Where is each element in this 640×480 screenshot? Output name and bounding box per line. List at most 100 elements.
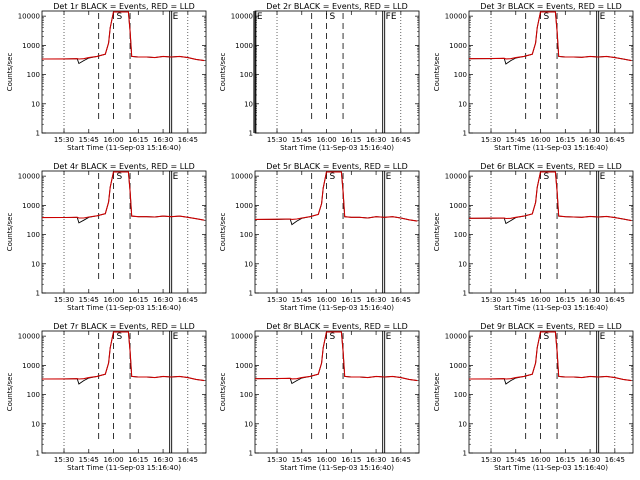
x-tick-label: 16:45	[605, 456, 625, 464]
marker-label: E	[173, 332, 179, 342]
marker-label: FE	[386, 12, 397, 22]
panel-plot: Det 4r BLACK = Events, RED = LLD 1 10 100 10…	[6, 162, 207, 312]
panel-title: Det 5r BLACK = Events, RED = LLD	[266, 162, 408, 171]
plot-frame	[41, 10, 207, 134]
plot-frame	[41, 170, 207, 294]
y-axis-label: Counts/sec	[433, 213, 441, 252]
x-tick-label: 15:45	[292, 136, 312, 144]
y-tick-label: 10	[244, 100, 253, 108]
y-axis-label: Counts/sec	[433, 373, 441, 412]
x-tick-label: 16:45	[605, 296, 625, 304]
x-axis-label: Start Time (11-Sep-03 15:16:40)	[494, 464, 608, 472]
x-tick-label: 16:45	[391, 136, 411, 144]
y-axis-label: Counts/sec	[219, 373, 227, 412]
x-tick-label: 15:30	[267, 136, 287, 144]
y-tick-label: 1	[463, 290, 467, 298]
panel-plot: Det 1r BLACK = Events, RED = LLD 1 10 100 10…	[6, 2, 207, 152]
x-tick-label: 16:15	[341, 296, 361, 304]
y-tick-label: 100	[27, 391, 40, 399]
y-tick-label: 100	[240, 391, 253, 399]
y-tick-label: 1	[36, 130, 40, 138]
x-tick-label: 16:45	[178, 296, 198, 304]
y-tick-label: 10000	[445, 13, 467, 21]
x-tick-label: 16:30	[153, 456, 173, 464]
marker-label: S	[544, 172, 550, 182]
lld-series-line	[42, 11, 205, 62]
panel-plot: Det 7r BLACK = Events, RED = LLD 1 10 100 10…	[6, 322, 207, 472]
plot-frame	[254, 330, 420, 454]
marker-label: E	[257, 12, 263, 22]
y-axis-label: Counts/sec	[6, 213, 14, 252]
y-tick-label: 1	[249, 290, 253, 298]
y-axis-label: Counts/sec	[219, 53, 227, 92]
x-tick-label: 16:00	[530, 296, 550, 304]
marker-label: E	[386, 172, 392, 182]
y-tick-label: 10	[244, 260, 253, 268]
x-tick-label: 16:45	[178, 456, 198, 464]
panel-title: Det 1r BLACK = Events, RED = LLD	[53, 2, 195, 11]
x-tick-label: 15:45	[506, 456, 526, 464]
y-tick-label: 1	[36, 450, 40, 458]
x-tick-label: 16:15	[341, 456, 361, 464]
y-tick-label: 100	[454, 231, 467, 239]
x-tick-label: 16:45	[391, 296, 411, 304]
x-axis-label: Start Time (11-Sep-03 15:16:40)	[67, 464, 181, 472]
y-tick-label: 100	[27, 231, 40, 239]
x-tick-label: 15:30	[267, 456, 287, 464]
x-tick-label: 15:45	[79, 136, 99, 144]
plot-frame	[41, 330, 207, 454]
x-axis-label: Start Time (11-Sep-03 15:16:40)	[494, 144, 608, 152]
detector-panel: Det 2r BLACK = Events, RED = LLD 1 10 100 10…	[213, 0, 426, 160]
x-tick-label: 16:00	[316, 136, 336, 144]
x-axis-label: Start Time (11-Sep-03 15:16:40)	[280, 304, 394, 312]
y-axis-label: Counts/sec	[6, 373, 14, 412]
y-tick-label: 1000	[449, 362, 467, 370]
marker-label: S	[117, 172, 123, 182]
y-axis-label: Counts/sec	[219, 213, 227, 252]
x-tick-label: 16:30	[580, 296, 600, 304]
x-tick-label: 16:30	[153, 136, 173, 144]
lld-series-line	[469, 331, 632, 382]
x-axis-label: Start Time (11-Sep-03 15:16:40)	[67, 304, 181, 312]
marker-label: S	[330, 172, 336, 182]
x-tick-label: 15:30	[54, 296, 74, 304]
y-tick-label: 100	[27, 71, 40, 79]
x-axis-label: Start Time (11-Sep-03 15:16:40)	[67, 144, 181, 152]
marker-label: E	[173, 172, 179, 182]
y-tick-label: 10000	[18, 173, 40, 181]
detector-panel: Det 3r BLACK = Events, RED = LLD 1 10 100 10…	[427, 0, 640, 160]
panel-title: Det 3r BLACK = Events, RED = LLD	[480, 2, 622, 11]
y-tick-label: 10	[458, 420, 467, 428]
x-tick-label: 16:15	[128, 136, 148, 144]
plot-frame	[468, 330, 634, 454]
x-tick-label: 16:30	[366, 456, 386, 464]
x-tick-label: 15:30	[481, 136, 501, 144]
detector-panel: Det 6r BLACK = Events, RED = LLD 1 10 100 10…	[427, 160, 640, 320]
y-tick-label: 1	[249, 130, 253, 138]
y-tick-label: 1	[249, 450, 253, 458]
x-tick-label: 16:30	[366, 296, 386, 304]
y-tick-label: 10000	[18, 333, 40, 341]
marker-label: E	[173, 12, 179, 22]
x-tick-label: 15:45	[506, 296, 526, 304]
x-tick-label: 16:00	[530, 136, 550, 144]
y-tick-label: 100	[240, 231, 253, 239]
lld-series-line	[255, 171, 418, 222]
x-tick-label: 16:15	[128, 296, 148, 304]
events-series-line	[42, 11, 205, 65]
y-tick-label: 1	[36, 290, 40, 298]
y-tick-label: 1000	[449, 42, 467, 50]
y-axis-label: Counts/sec	[6, 53, 14, 92]
panel-plot: Det 5r BLACK = Events, RED = LLD 1 10 100 10…	[219, 162, 420, 312]
y-tick-label: 1000	[235, 42, 253, 50]
y-tick-label: 100	[454, 391, 467, 399]
panel-title: Det 9r BLACK = Events, RED = LLD	[480, 322, 622, 331]
y-tick-label: 1	[463, 130, 467, 138]
y-tick-label: 10000	[231, 173, 253, 181]
x-tick-label: 16:30	[366, 136, 386, 144]
x-tick-label: 16:45	[391, 456, 411, 464]
x-tick-label: 16:00	[316, 296, 336, 304]
x-tick-label: 15:45	[292, 456, 312, 464]
x-tick-label: 15:30	[54, 136, 74, 144]
y-tick-label: 10	[31, 420, 40, 428]
